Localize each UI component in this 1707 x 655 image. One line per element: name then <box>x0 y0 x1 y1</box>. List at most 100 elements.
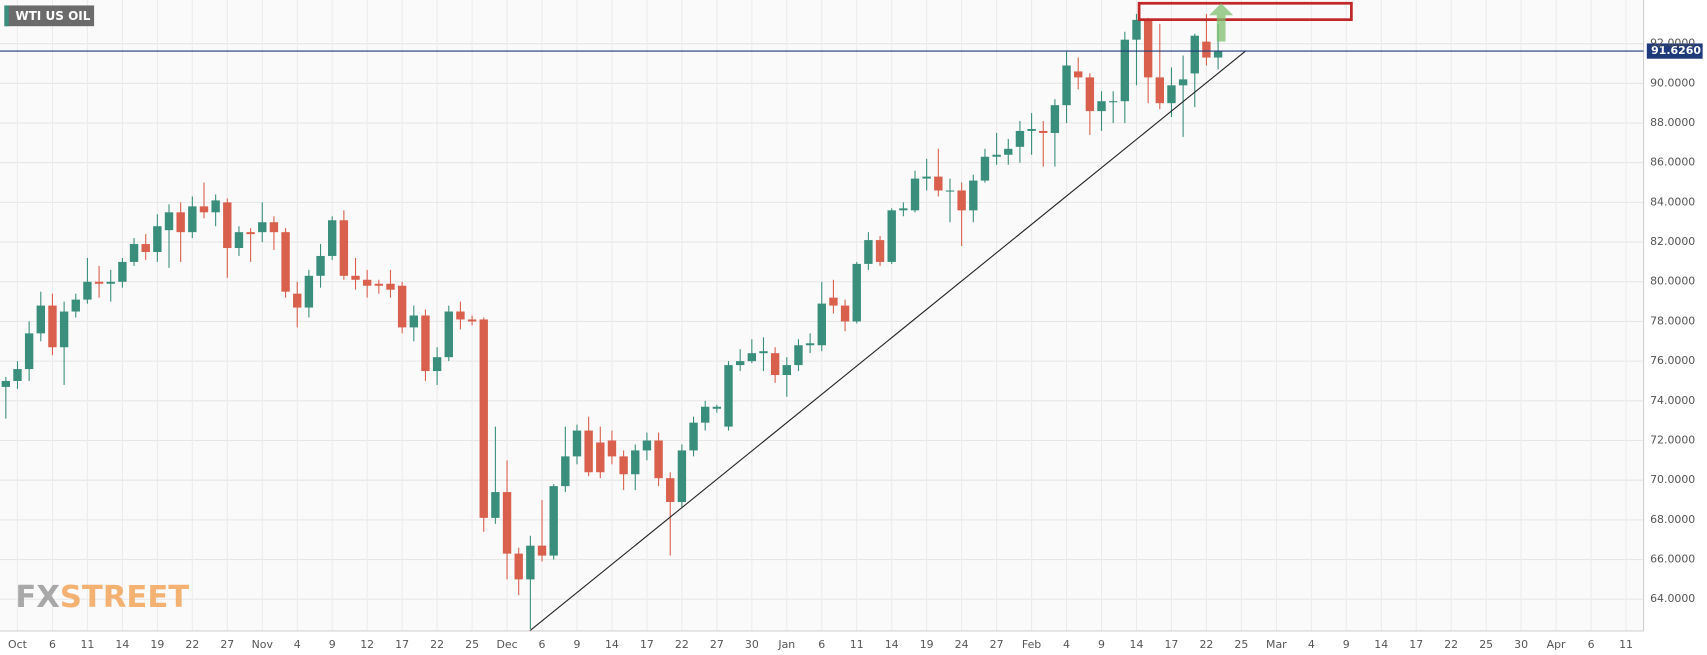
candle-body <box>840 305 850 322</box>
candle-body <box>421 315 430 372</box>
x-tick-label: 14 <box>605 638 619 651</box>
x-tick-label: 4 <box>1308 638 1315 651</box>
candle-body <box>969 180 978 211</box>
candle-body <box>351 275 360 280</box>
legend-box <box>4 5 95 27</box>
x-tick-label: 9 <box>1343 638 1350 651</box>
grid <box>0 0 1644 631</box>
x-tick-label: 30 <box>745 638 759 651</box>
x-tick-label: 17 <box>395 638 409 651</box>
candle-body <box>94 281 104 284</box>
watermark-fx: FX <box>15 580 60 615</box>
candle-body <box>852 263 861 322</box>
candle-body <box>1027 128 1036 131</box>
y-tick-label: 92.0000 <box>1650 37 1695 50</box>
candle-body <box>1132 19 1141 40</box>
x-tick-label: 17 <box>640 638 654 651</box>
candle-body <box>444 311 453 358</box>
current-price-box <box>1646 43 1703 59</box>
candle-body <box>899 208 908 211</box>
x-tick-label: Jan <box>777 638 795 651</box>
candle-body <box>934 176 943 191</box>
candle-body <box>561 456 570 487</box>
candle-body <box>1120 39 1130 102</box>
watermark: FXSTREET <box>15 580 189 615</box>
x-tick-label: 14 <box>1374 638 1388 651</box>
candle-body <box>199 206 209 213</box>
candle-body <box>631 450 640 475</box>
candle-body <box>141 244 150 252</box>
candle-body <box>386 283 395 290</box>
candle-body <box>59 311 69 348</box>
candle-body <box>328 220 337 256</box>
candle-body <box>36 305 45 334</box>
x-tick-label: 25 <box>1479 638 1493 651</box>
candle-body <box>666 478 675 503</box>
candle-body <box>258 222 267 233</box>
y-tick-label: 74.0000 <box>1650 394 1695 407</box>
x-tick-label: Apr <box>1547 638 1566 651</box>
candle-body <box>957 190 966 211</box>
candle-body <box>1 380 11 387</box>
candle-body <box>13 369 22 381</box>
y-tick-label: 66.0000 <box>1650 553 1695 566</box>
x-tick-label: 14 <box>885 638 899 651</box>
candle-body <box>246 232 255 235</box>
candle-body <box>701 406 710 423</box>
y-tick-label: 76.0000 <box>1650 354 1695 367</box>
y-tick-label: 88.0000 <box>1650 116 1695 129</box>
x-tick-label: 22 <box>1199 638 1213 651</box>
candle-body <box>735 361 745 366</box>
y-tick-label: 72.0000 <box>1650 434 1695 447</box>
x-tick-label: 14 <box>115 638 129 651</box>
x-tick-label: 4 <box>1063 638 1070 651</box>
x-tick-label: 9 <box>329 638 336 651</box>
legend-swatch <box>4 5 9 27</box>
candle-body <box>910 178 920 211</box>
y-tick-label: 80.0000 <box>1650 275 1695 288</box>
candle-body <box>677 450 687 503</box>
x-tick-label: 9 <box>1098 638 1105 651</box>
x-tick-label: 22 <box>430 638 444 651</box>
x-tick-label: Nov <box>252 638 274 651</box>
candle-body <box>1167 85 1176 104</box>
candle-body <box>118 261 127 282</box>
candle-body <box>1015 130 1025 147</box>
y-tick-label: 86.0000 <box>1650 156 1695 169</box>
candle-body <box>747 353 757 362</box>
y-tick-label: 90.0000 <box>1650 76 1695 89</box>
y-tick-label: 82.0000 <box>1650 235 1695 248</box>
candle-body <box>269 222 279 233</box>
candle-body <box>1143 19 1153 78</box>
candle-body <box>770 353 780 376</box>
x-tick-label: 24 <box>955 638 969 651</box>
candle-body <box>432 357 442 372</box>
x-tick-label: 6 <box>1588 638 1595 651</box>
candle-body <box>456 311 465 320</box>
candle-body <box>48 305 57 348</box>
candle-body <box>689 422 698 451</box>
candle-body <box>211 200 220 213</box>
x-tick-label: 22 <box>185 638 199 651</box>
candle-body <box>829 297 838 306</box>
y-tick-label: 84.0000 <box>1650 195 1695 208</box>
candle-body <box>1155 77 1164 104</box>
candle-body <box>1004 148 1013 155</box>
x-tick-label: 11 <box>1619 638 1633 651</box>
candle-body <box>654 440 663 479</box>
y-tick-label: 68.0000 <box>1650 513 1695 526</box>
candle-body <box>864 240 873 264</box>
candle-body <box>153 226 162 252</box>
candle-body <box>724 365 733 427</box>
x-tick-label: 19 <box>920 638 934 651</box>
candle-body <box>1074 71 1083 78</box>
x-tick-label: 22 <box>675 638 689 651</box>
candle-body <box>24 333 34 370</box>
x-tick-label: 19 <box>150 638 164 651</box>
candle-body <box>491 492 500 518</box>
resistance-zone <box>1137 1 1353 22</box>
candle-body <box>409 315 418 328</box>
x-tick-label: Feb <box>1022 638 1041 651</box>
candle-body <box>479 319 488 518</box>
